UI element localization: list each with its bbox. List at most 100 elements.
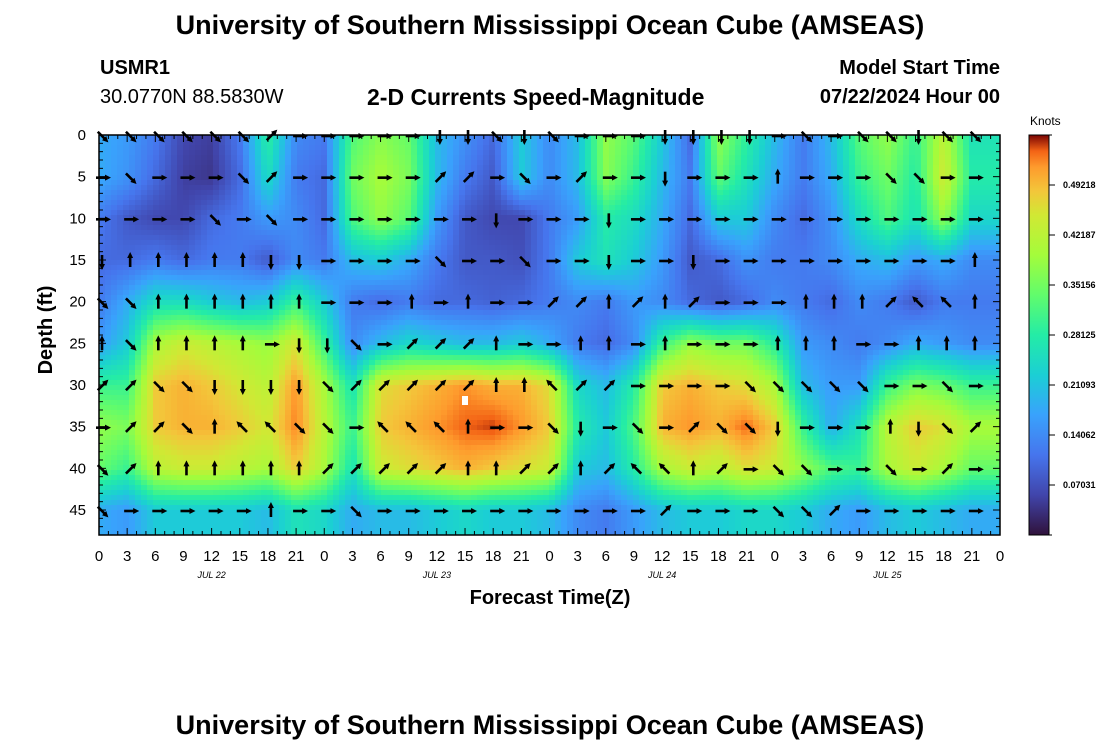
heat-cell [663,220,670,226]
heat-cell [147,180,154,186]
heat-cell [987,270,994,276]
heat-cell [819,160,826,166]
heat-cell [741,190,748,196]
heat-cell [495,160,502,166]
heat-cell [657,285,664,291]
heat-cell [243,220,250,226]
heat-cell [873,195,880,201]
heat-cell [303,285,310,291]
heat-cell [795,290,802,296]
heat-cell [129,260,136,266]
heat-cell [441,245,448,251]
heat-cell [561,165,568,171]
heat-cell [717,245,724,251]
heat-cell [765,180,772,186]
heat-cell [483,285,490,291]
heat-cell [825,185,832,191]
heat-cell [687,155,694,161]
heat-cell [435,190,442,196]
heat-cell [201,145,208,151]
heat-cell [927,175,934,181]
heat-cell [771,220,778,226]
heat-cell [405,295,412,301]
heat-cell [675,235,682,241]
heat-cell [501,170,508,176]
heat-cell [465,270,472,276]
heat-cell [219,265,226,271]
heat-cell [855,215,862,221]
heat-cell [867,290,874,296]
heat-cell [837,170,844,176]
heat-cell [675,280,682,286]
heat-cell [891,210,898,216]
heat-cell [993,295,1000,301]
heat-cell [561,285,568,291]
heat-cell [243,290,250,296]
heat-cell [213,265,220,271]
heat-cell [681,195,688,201]
heat-cell [261,235,268,241]
heat-cell [171,140,178,146]
heat-cell [435,290,442,296]
heat-cell [345,165,352,171]
heat-cell [747,290,754,296]
heat-cell [303,185,310,191]
heat-cell [993,185,1000,191]
heat-cell [771,215,778,221]
heat-cell [357,180,364,186]
heat-cell [117,295,124,301]
heat-cell [141,235,148,241]
heat-cell [471,165,478,171]
heat-cell [825,270,832,276]
heat-cell [483,195,490,201]
heat-cell [309,270,316,276]
heat-cell [543,220,550,226]
heat-cell [945,225,952,231]
heat-cell [543,235,550,241]
heat-cell [429,170,436,176]
heat-cell [411,185,418,191]
heat-cell [165,135,172,141]
heat-cell [429,155,436,161]
heat-cell [363,265,370,271]
heat-cell [699,260,706,266]
heat-cell [621,170,628,176]
heat-cell [579,205,586,211]
heat-cell [129,155,136,161]
heat-cell [555,205,562,211]
heat-cell [195,190,202,196]
heat-cell [555,150,562,156]
heat-cell [525,195,532,201]
heat-cell [231,175,238,181]
heat-cell [315,240,322,246]
heat-cell [111,225,118,231]
heat-cell [429,245,436,251]
heat-cell [771,290,778,296]
heat-cell [471,235,478,241]
heat-cell [687,205,694,211]
heat-cell [609,160,616,166]
heat-cell [615,285,622,291]
heat-cell [141,210,148,216]
heat-cell [705,215,712,221]
heat-cell [459,135,466,141]
heat-cell [963,285,970,291]
heat-cell [99,245,106,251]
heat-cell [171,245,178,251]
heat-cell [681,295,688,301]
heat-cell [861,145,868,151]
heat-cell [381,250,388,256]
heat-cell [411,155,418,161]
heat-cell [477,145,484,151]
heat-cell [981,200,988,206]
heat-cell [483,185,490,191]
heat-cell [981,220,988,226]
heat-cell [435,150,442,156]
heat-cell [591,215,598,221]
heat-cell [549,210,556,216]
heat-cell [501,205,508,211]
heat-cell [321,245,328,251]
heat-cell [333,155,340,161]
heat-cell [315,215,322,221]
heat-cell [267,190,274,196]
